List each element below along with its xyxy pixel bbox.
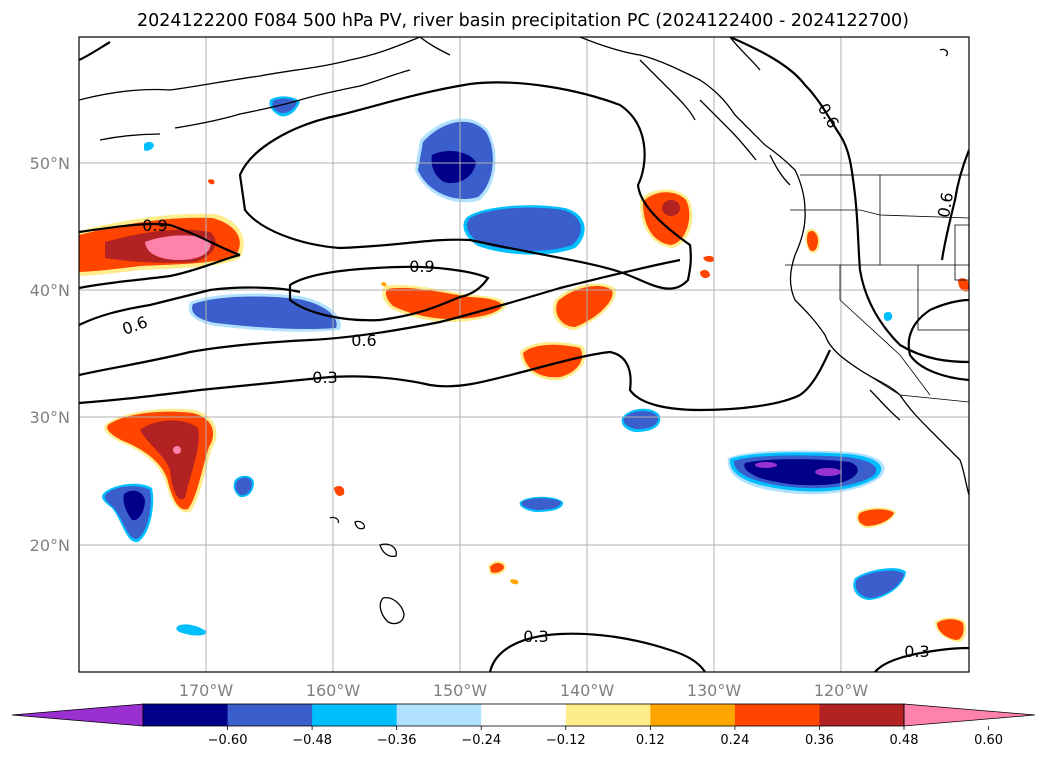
colorbar-segment: [650, 704, 736, 726]
colorbar-tick-label: 0.36: [805, 733, 834, 748]
colorbar-tick-label: 0.24: [720, 733, 749, 748]
lat-tick-label: 30°N: [30, 408, 70, 427]
colorbar-tick-label: 0.48: [890, 733, 919, 748]
colorbar-tick-label: −0.24: [461, 733, 501, 748]
contour-labels: 0.9 0.9 0.6 0.6 0.3 0.6 0.6 0.3 0.3: [120, 100, 957, 661]
lon-tick-label: 170°W: [179, 681, 234, 700]
contour-label: 0.9: [142, 216, 167, 235]
contour-label: 0.3: [312, 368, 337, 387]
lon-tick-label: 130°W: [687, 681, 742, 700]
lat-tick-label: 20°N: [30, 536, 70, 555]
lon-tick-label: 150°W: [433, 681, 488, 700]
colorbar-segment: [227, 704, 313, 726]
graticule: [79, 37, 969, 672]
colorbar-segment: [734, 704, 820, 726]
pv-contours: [79, 37, 969, 672]
coastlines: [79, 37, 969, 625]
colorbar-frame: [142, 703, 905, 727]
map-frame: [78, 36, 970, 673]
colorbar-extend-min: [11, 703, 144, 727]
lat-tick-labels: 50°N 40°N 30°N 20°N: [30, 154, 70, 555]
precip-pc-fills: [79, 96, 969, 642]
colorbar-tick-label: 0.12: [636, 733, 665, 748]
lon-tick-labels: 170°W 160°W 150°W 140°W 130°W 120°W: [179, 681, 869, 700]
contour-label: 0.6: [934, 191, 957, 219]
colorbar: −0.60 −0.48 −0.36 −0.24 −0.12 0.12 0.24 0.36 0.4…: [11, 703, 1036, 748]
colorbar-tick-label: 0.60: [974, 733, 1003, 748]
colorbar-segment: [143, 704, 229, 726]
contour-label: 0.6: [351, 331, 376, 350]
lat-tick-label: 40°N: [30, 281, 70, 300]
lon-tick-label: 120°W: [814, 681, 869, 700]
contour-label: 0.3: [523, 627, 548, 646]
colorbar-tick-label: −0.48: [292, 733, 332, 748]
colorbar-extend-max: [903, 703, 1036, 727]
lon-tick-label: 140°W: [560, 681, 615, 700]
colorbar-segment: [312, 704, 398, 726]
contour-label: 0.9: [409, 257, 434, 276]
contour-label: 0.3: [904, 642, 929, 661]
lon-tick-label: 160°W: [306, 681, 361, 700]
map-panel: 0.9 0.9 0.6 0.6 0.3 0.6 0.6 0.3 0.3: [78, 36, 970, 673]
colorbar-segment: [819, 704, 905, 726]
colorbar-tick-label: −0.12: [546, 733, 586, 748]
colorbar-tick-label: −0.60: [208, 733, 248, 748]
lat-tick-label: 50°N: [30, 154, 70, 173]
colorbar-segment: [396, 704, 482, 726]
colorbar-tick-label: −0.36: [377, 733, 417, 748]
colorbar-segment: [481, 704, 567, 726]
colorbar-segment: [565, 704, 651, 726]
figure-title: 2024122200 F084 500 hPa PV, river basin …: [137, 11, 909, 31]
